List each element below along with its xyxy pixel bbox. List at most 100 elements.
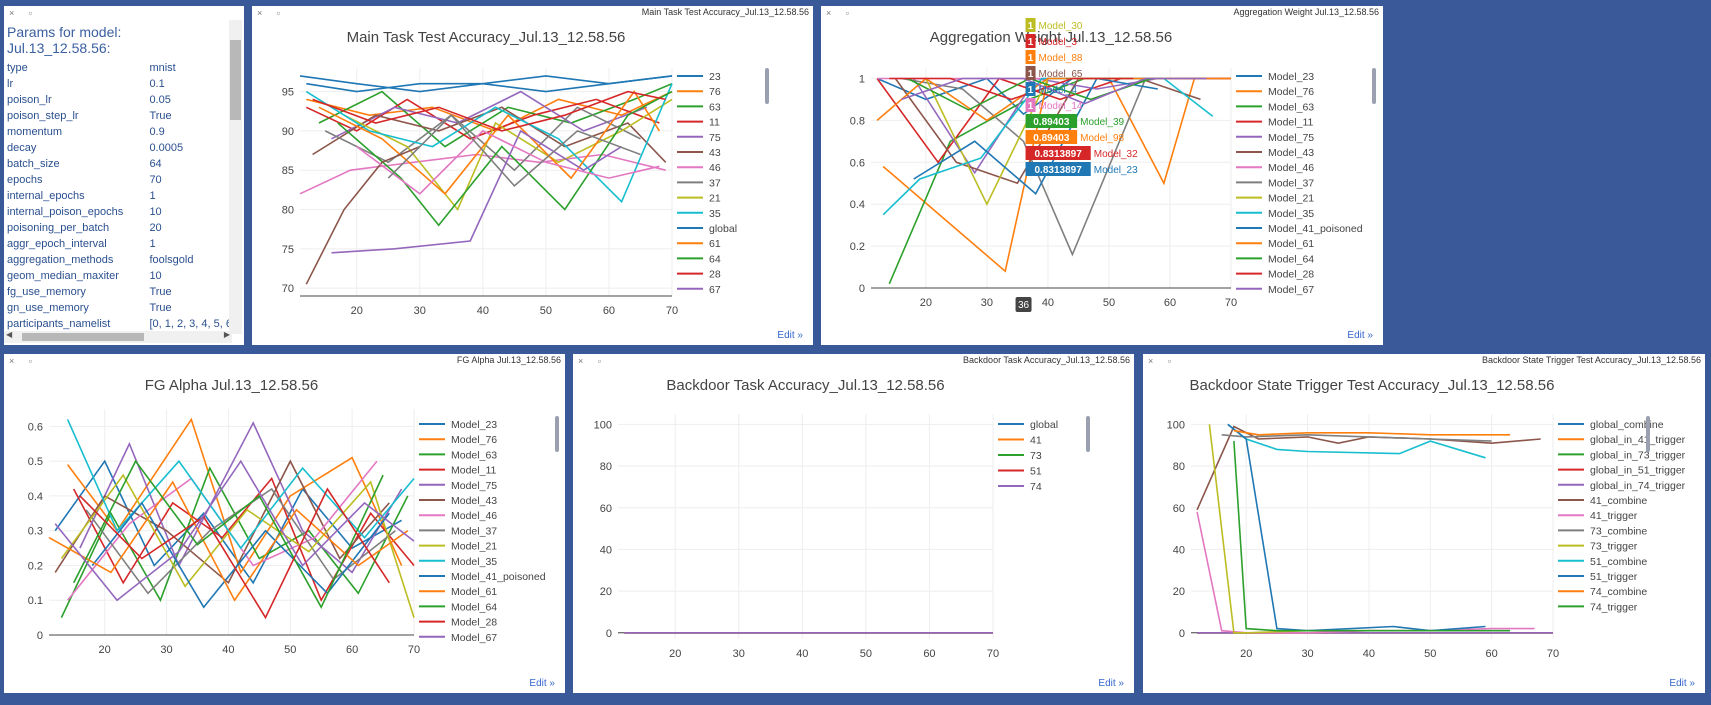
series-line-43[interactable] bbox=[312, 106, 667, 163]
series-line-Model_67[interactable] bbox=[901, 77, 1207, 105]
legend-item[interactable]: global bbox=[709, 223, 737, 235]
legend-item[interactable]: Model_37 bbox=[451, 525, 497, 537]
horizontal-scrollbar[interactable]: ◀ ▶ bbox=[4, 330, 232, 343]
legend-item[interactable]: Model_11 bbox=[451, 465, 496, 477]
legend-item[interactable]: 46 bbox=[709, 162, 721, 174]
series-line-Model_21[interactable] bbox=[60, 473, 415, 618]
vertical-scrollbar[interactable] bbox=[229, 20, 242, 334]
legend-item[interactable]: 75 bbox=[709, 132, 721, 144]
legend-item[interactable]: Model_37 bbox=[1268, 177, 1314, 189]
legend-item[interactable]: Model_67 bbox=[451, 632, 497, 644]
series-line-11[interactable] bbox=[305, 98, 660, 140]
legend-item[interactable]: Model_21 bbox=[1268, 193, 1314, 205]
edit-link[interactable]: Edit » bbox=[529, 678, 555, 689]
scroll-right-icon[interactable]: ▶ bbox=[223, 330, 230, 339]
series-line-21[interactable] bbox=[343, 98, 673, 212]
legend-item[interactable]: 67 bbox=[709, 284, 721, 296]
series-line-51_trigger[interactable] bbox=[1227, 423, 1486, 632]
legend-item[interactable]: 41_combine bbox=[1590, 495, 1647, 507]
series-line-35[interactable] bbox=[305, 83, 673, 204]
legend-item[interactable]: Model_64 bbox=[451, 601, 497, 613]
series-line-Model_43[interactable] bbox=[54, 459, 390, 585]
series-line-Model_67[interactable] bbox=[54, 459, 415, 602]
legend-item[interactable]: Model_75 bbox=[1268, 132, 1314, 144]
legend-item[interactable]: Model_76 bbox=[451, 434, 497, 446]
window-controls[interactable]: × ▫ bbox=[9, 356, 38, 366]
legend-item[interactable]: Model_75 bbox=[451, 480, 497, 492]
legend-item[interactable]: 76 bbox=[709, 86, 721, 98]
series-line-Model_75[interactable] bbox=[79, 421, 403, 574]
series-line-extra_pink[interactable] bbox=[305, 145, 421, 285]
legend-item[interactable]: Model_61 bbox=[1268, 238, 1314, 250]
window-controls[interactable]: × ▫ bbox=[826, 8, 855, 18]
scroll-thumb[interactable] bbox=[22, 333, 144, 341]
series-line-73_trigger[interactable] bbox=[1208, 424, 1431, 634]
legend-scroll-thumb[interactable] bbox=[765, 68, 769, 104]
legend-item[interactable]: 51 bbox=[1030, 466, 1042, 478]
series-line-61[interactable] bbox=[318, 90, 661, 195]
scroll-left-icon[interactable]: ◀ bbox=[6, 330, 13, 339]
legend-item[interactable]: Model_21 bbox=[451, 541, 497, 553]
legend-scroll-thumb[interactable] bbox=[1646, 416, 1650, 452]
legend-item[interactable]: Model_76 bbox=[1268, 86, 1314, 98]
edit-link[interactable]: Edit » bbox=[1669, 678, 1695, 689]
legend-item[interactable]: global_in_41_trigger bbox=[1590, 434, 1686, 446]
legend-item[interactable]: Model_41_poisoned bbox=[451, 571, 546, 583]
legend-item[interactable]: Model_61 bbox=[451, 586, 497, 598]
legend-item[interactable]: 35 bbox=[709, 208, 721, 220]
legend-item[interactable]: Model_35 bbox=[451, 556, 497, 568]
legend-item[interactable]: Model_64 bbox=[1268, 253, 1314, 265]
legend-item[interactable]: Model_46 bbox=[451, 510, 497, 522]
series-line-Model_11[interactable] bbox=[72, 476, 415, 603]
legend-item[interactable]: 74_trigger bbox=[1590, 601, 1638, 613]
series-line-51_combine[interactable] bbox=[1227, 423, 1486, 459]
legend-item[interactable]: Model_46 bbox=[1268, 162, 1314, 174]
legend-item[interactable]: global_in_51_trigger bbox=[1590, 465, 1686, 477]
legend-item[interactable]: Model_11 bbox=[1268, 117, 1313, 129]
legend-item[interactable]: Model_28 bbox=[451, 617, 497, 629]
series-line-Model_41_poisoned[interactable] bbox=[91, 501, 390, 609]
series-line-75[interactable] bbox=[331, 90, 648, 140]
series-line-28[interactable] bbox=[312, 90, 666, 132]
legend-item[interactable]: Model_28 bbox=[1268, 269, 1314, 281]
legend-scroll-thumb[interactable] bbox=[555, 416, 559, 452]
series-line-63[interactable] bbox=[318, 82, 673, 148]
legend-item[interactable]: 51_combine bbox=[1590, 556, 1647, 568]
legend-item[interactable]: 61 bbox=[709, 238, 721, 250]
legend-scroll-thumb[interactable] bbox=[1372, 68, 1376, 104]
legend-item[interactable]: global bbox=[1030, 419, 1058, 431]
legend-item[interactable]: 74 bbox=[1030, 481, 1042, 493]
legend-item[interactable]: 74_combine bbox=[1590, 586, 1647, 598]
legend-item[interactable]: 51_trigger bbox=[1590, 571, 1638, 583]
legend-item[interactable]: 41_trigger bbox=[1590, 510, 1638, 522]
legend-item[interactable]: 23 bbox=[709, 71, 721, 83]
legend-item[interactable]: 11 bbox=[709, 117, 720, 129]
legend-item[interactable]: 41 bbox=[1030, 435, 1042, 447]
edit-link[interactable]: Edit » bbox=[777, 330, 803, 341]
legend-item[interactable]: global_combine bbox=[1590, 419, 1664, 431]
series-line-extra_brown[interactable] bbox=[356, 129, 660, 195]
legend-item[interactable]: Model_23 bbox=[451, 419, 497, 431]
legend-item[interactable]: Model_23 bbox=[1268, 71, 1314, 83]
legend-item[interactable]: Model_41_poisoned bbox=[1268, 223, 1363, 235]
legend-item[interactable]: global_in_74_trigger bbox=[1590, 480, 1686, 492]
legend-item[interactable]: 63 bbox=[709, 101, 721, 113]
series-line-41_combine[interactable] bbox=[1196, 425, 1541, 511]
legend-item[interactable]: 73 bbox=[1030, 450, 1042, 462]
legend-item[interactable]: Model_43 bbox=[451, 495, 497, 507]
legend-item[interactable]: Model_63 bbox=[1268, 101, 1314, 113]
legend-item[interactable]: 28 bbox=[709, 269, 721, 281]
series-line-Model_28[interactable] bbox=[889, 77, 1134, 101]
series-line-67[interactable] bbox=[331, 129, 623, 254]
series-line-74_combine[interactable] bbox=[1233, 429, 1511, 436]
series-line-64[interactable] bbox=[337, 90, 673, 227]
legend-item[interactable]: 64 bbox=[709, 253, 721, 265]
window-controls[interactable]: × ▫ bbox=[1148, 356, 1177, 366]
legend-item[interactable]: 73_combine bbox=[1590, 525, 1647, 537]
edit-link[interactable]: Edit » bbox=[1347, 330, 1373, 341]
legend-item[interactable]: 21 bbox=[709, 193, 721, 205]
legend-item[interactable]: 43 bbox=[709, 147, 721, 159]
series-line-Model_61[interactable] bbox=[48, 480, 409, 602]
series-line-global[interactable] bbox=[306, 75, 673, 93]
legend-item[interactable]: 37 bbox=[709, 177, 721, 189]
